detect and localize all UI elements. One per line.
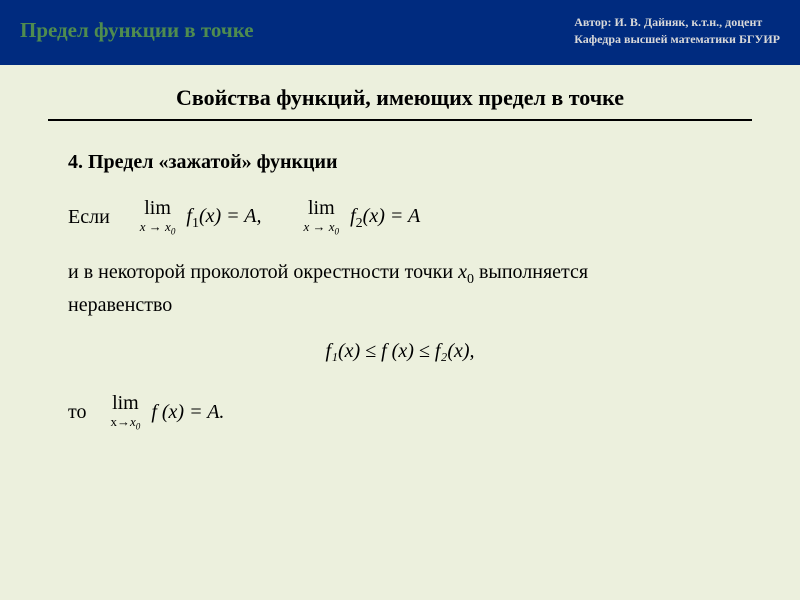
author-line-2: Кафедра высшей математики БГУИР [574, 31, 780, 48]
final-eq: f (x) = A. [146, 397, 224, 427]
eq2: f2(x) = A [345, 201, 420, 234]
author-line-1: Автор: И. В. Дайняк, к.т.н., доцент [574, 14, 780, 31]
lim-label: lim [144, 198, 171, 218]
inequality: f₁(x) ≤ f (x) ≤ f₂(x), [48, 340, 752, 363]
lim-label-2: lim [308, 198, 335, 218]
slide-header: Предел функции в точке Автор: И. В. Дайн… [0, 0, 800, 65]
divider [48, 119, 752, 121]
property-title: 4. Предел «зажатой» функции [68, 151, 752, 174]
limit-3: lim x→x0 [110, 393, 140, 432]
lim-sub-3: x→x0 [110, 415, 140, 432]
limit-2: lim x → x0 [304, 198, 340, 237]
lim-sub-2: x → x0 [304, 220, 340, 237]
eq1: f1(x) = A, [181, 201, 261, 234]
if-word: Если [68, 202, 110, 232]
author-block: Автор: И. В. Дайняк, к.т.н., доцент Кафе… [574, 12, 780, 48]
line-then: то lim x→x0 f (x) = A. [68, 393, 752, 432]
text-middle: и в некоторой проколотой окрестности точ… [68, 257, 752, 320]
subtitle: Свойства функций, имеющих предел в точке [48, 85, 752, 111]
slide-content: Свойства функций, имеющих предел в точке… [0, 65, 800, 600]
lim-sub: x → x0 [140, 220, 176, 237]
then-word: то [68, 397, 86, 427]
slide-title: Предел функции в точке [20, 12, 574, 43]
limit-1: lim x → x0 [140, 198, 176, 237]
line-if: Если lim x → x0 f1(x) = A, lim x → x0 f2… [68, 198, 752, 237]
slide: Предел функции в точке Автор: И. В. Дайн… [0, 0, 800, 600]
lim-label-3: lim [112, 393, 139, 413]
